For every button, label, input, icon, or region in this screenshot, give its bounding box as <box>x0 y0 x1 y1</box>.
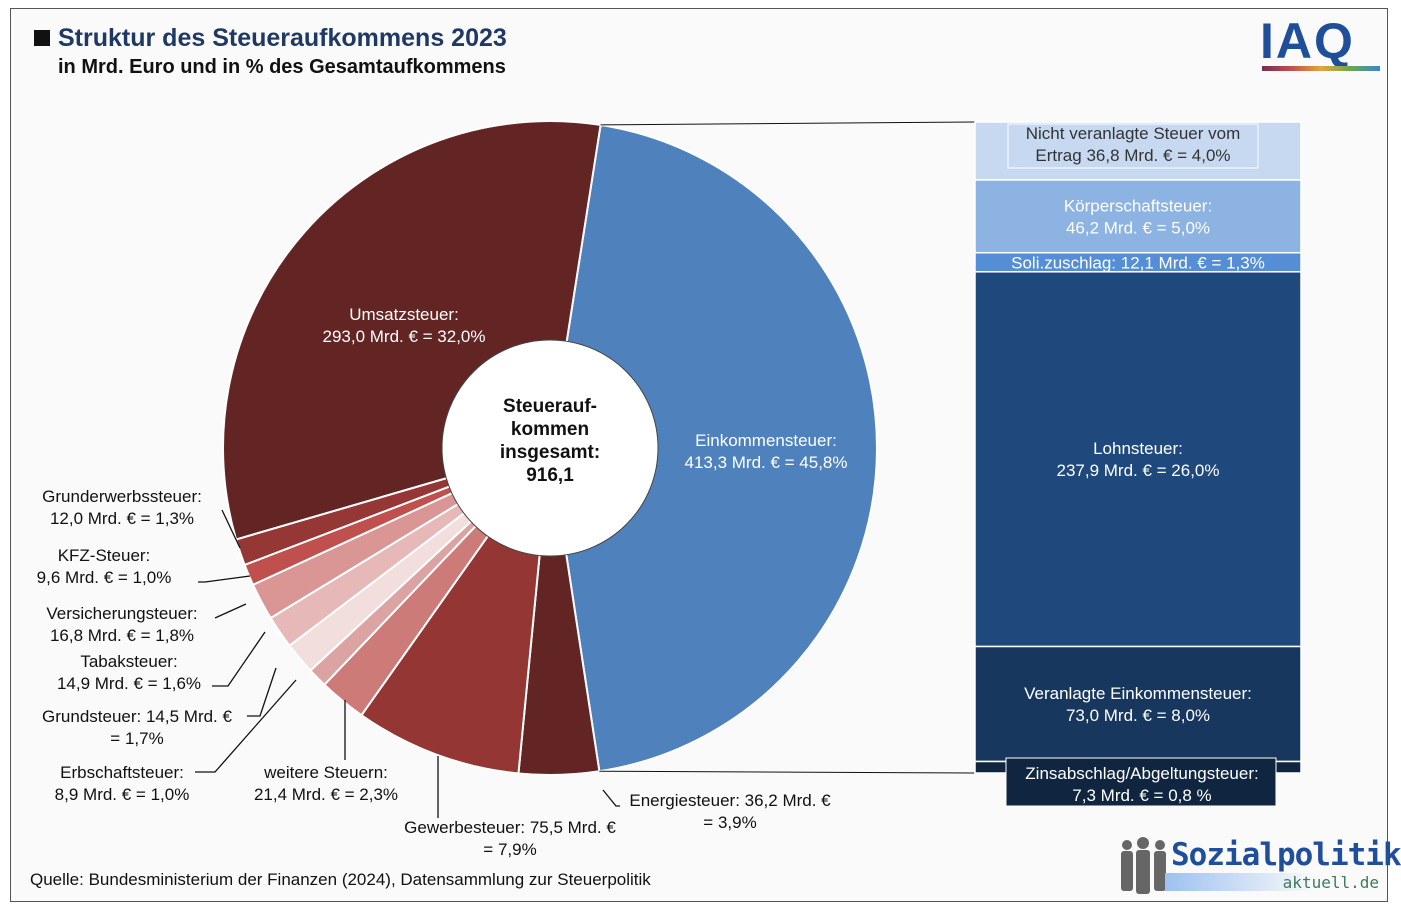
leader-line <box>602 789 620 807</box>
title-square-icon <box>34 30 50 46</box>
iaq-logo: IAQ <box>1260 13 1355 69</box>
bar-label-line: Ertrag 36,8 Mrd. € = 4,0% <box>1035 146 1230 165</box>
center-label-line: 916,1 <box>526 465 574 486</box>
bar-label-line: Körperschaftsteuer: <box>1064 196 1212 215</box>
title-text: Struktur des Steueraufkommens 2023 <box>58 24 507 52</box>
pie-label-line: 293,0 Mrd. € = 32,0% <box>322 327 485 346</box>
people-silhouette-icon <box>1121 837 1166 894</box>
bar-label: Veranlagte Einkommensteuer: 73,0 Mrd. € =… <box>1024 684 1252 725</box>
bar-label: Körperschaftsteuer: 46,2 Mrd. € = 5,0% <box>1064 196 1212 237</box>
pie-label-line: Grundsteuer: 14,5 Mrd. € <box>42 707 232 726</box>
pie-label-line: KFZ-Steuer: <box>58 546 151 565</box>
center-label-line: kommen <box>511 419 589 440</box>
chart-subtitle: in Mrd. Euro und in % des Gesamtaufkomme… <box>58 56 506 78</box>
leader-line <box>214 603 247 619</box>
pie-label-line: 21,4 Mrd. € = 2,3% <box>254 785 398 804</box>
pie-label-line: Tabaksteuer: <box>80 652 177 671</box>
pie-label-line: Erbschaftsteuer: <box>60 763 184 782</box>
connector-line-bottom <box>599 770 976 774</box>
pie-label: Grunderwerbssteuer: 12,0 Mrd. € = 1,3% <box>42 487 202 528</box>
bar-label-line: 237,9 Mrd. € = 26,0% <box>1056 461 1219 480</box>
pie-label-line: = 3,9% <box>703 813 756 832</box>
source-note: Quelle: Bundesministerium der Finanzen (… <box>30 870 651 889</box>
bar-segment <box>974 179 1302 254</box>
pie-label-line: 14,9 Mrd. € = 1,6% <box>57 674 201 693</box>
label-box <box>1007 123 1259 169</box>
pie-label: Energiesteuer: 36,2 Mrd. € = 3,9% <box>629 791 831 832</box>
pie-label: weitere Steuern: 21,4 Mrd. € = 2,3% <box>254 763 398 804</box>
pie-label: Erbschaftsteuer: 8,9 Mrd. € = 1,0% <box>55 763 190 804</box>
bar-label-line: Lohnsteuer: <box>1093 439 1183 458</box>
pie-label: Gewerbesteuer: 75,5 Mrd. € = 7,9% <box>404 818 616 859</box>
pie-label-line: Gewerbesteuer: 75,5 Mrd. € <box>404 818 616 837</box>
center-label-line: Steuerauf- <box>503 396 597 417</box>
pie-center-hole <box>441 339 659 557</box>
pie-label: Umsatzsteuer: 293,0 Mrd. € = 32,0% <box>322 305 485 346</box>
pie-label-line: 413,3 Mrd. € = 45,8% <box>684 453 847 472</box>
pie-label-line: 12,0 Mrd. € = 1,3% <box>50 509 194 528</box>
bar-segment <box>974 271 1302 648</box>
pie-label-line: 9,6 Mrd. € = 1,0% <box>37 568 172 587</box>
pie-label: Versicherungsteuer: 16,8 Mrd. € = 1,8% <box>46 604 197 645</box>
pie-label-line: Einkommensteuer: <box>695 431 837 450</box>
pie-label-line: Energiesteuer: 36,2 Mrd. € <box>629 791 831 810</box>
bar-label: Zinsabschlag/Abgeltungsteuer: 7,3 Mrd. € … <box>1025 764 1258 805</box>
bar-label: Lohnsteuer: 237,9 Mrd. € = 26,0% <box>1056 439 1219 480</box>
iaq-logo-bar <box>1262 66 1380 71</box>
pie-label: Einkommensteuer: 413,3 Mrd. € = 45,8% <box>684 431 847 472</box>
pie-label-line: 8,9 Mrd. € = 1,0% <box>55 785 190 804</box>
bar-label: Soli.zuschlag: 12,1 Mrd. € = 1,3% <box>1011 253 1265 272</box>
pie-label-line: Versicherungsteuer: <box>46 604 197 623</box>
center-label-line: insgesamt: <box>500 442 600 463</box>
connector-line-top <box>600 121 976 126</box>
leader-line <box>247 667 277 717</box>
pie-label: Grundsteuer: 14,5 Mrd. € = 1,7% <box>42 707 232 748</box>
leader-line <box>198 575 251 583</box>
pie-label: KFZ-Steuer: 9,6 Mrd. € = 1,0% <box>37 546 172 587</box>
chart-title: Struktur des Steueraufkommens 2023 <box>34 24 507 53</box>
bar-label-line: 7,3 Mrd. € = 0,8 % <box>1072 786 1211 805</box>
pie-label-line: = 7,9% <box>483 840 536 859</box>
bar-label-line: Soli.zuschlag: 12,1 Mrd. € = 1,3% <box>1011 253 1265 272</box>
pie-label-line: = 1,7% <box>110 729 163 748</box>
bar-label-line: 46,2 Mrd. € = 5,0% <box>1066 218 1210 237</box>
bar-label-line: Zinsabschlag/Abgeltungsteuer: <box>1025 764 1258 783</box>
pie-label-line: weitere Steuern: <box>263 763 388 782</box>
pie-label-line: Grunderwerbssteuer: <box>42 487 202 506</box>
bar-label-line: Nicht veranlagte Steuer vom <box>1026 124 1241 143</box>
bar-segment <box>974 645 1302 763</box>
leader-line <box>195 679 297 773</box>
bar-label: Nicht veranlagte Steuer vom Ertrag 36,8 M… <box>1026 124 1241 165</box>
pie-label: Tabaksteuer: 14,9 Mrd. € = 1,6% <box>57 652 201 693</box>
leader-line <box>221 509 241 549</box>
pie-slice-einkommensteuer <box>548 123 878 773</box>
bar-label-line: 73,0 Mrd. € = 8,0% <box>1066 706 1210 725</box>
pie-label-line: 16,8 Mrd. € = 1,8% <box>50 626 194 645</box>
center-label: Steuerauf-kommen insgesamt: 916,1 <box>500 396 600 486</box>
sozialpolitik-logo: Sozialpolitik- aktuell.de <box>1115 835 1401 897</box>
bar-label-line: Veranlagte Einkommensteuer: <box>1024 684 1252 703</box>
logo-main-text: Sozialpolitik- <box>1171 837 1401 873</box>
pie-label-line: Umsatzsteuer: <box>349 305 459 324</box>
leader-line <box>212 631 266 687</box>
label-box <box>1005 757 1277 807</box>
logo-sub-text: aktuell.de <box>1282 873 1379 892</box>
